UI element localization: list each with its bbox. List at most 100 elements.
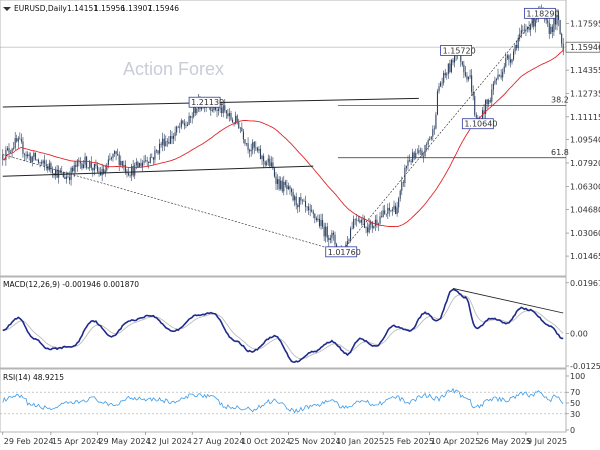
candle-body xyxy=(255,147,257,149)
candle-body xyxy=(325,226,327,237)
candle-body xyxy=(534,20,536,27)
candle-body xyxy=(390,210,392,212)
candle-body xyxy=(107,159,109,166)
macd-panel: MACD(12,26,9) -0.001946 0.001870 0.01967… xyxy=(0,276,600,371)
symbol-title: EURUSD,Daily xyxy=(14,4,67,13)
rsi-plot-frame xyxy=(0,368,567,433)
candle-body xyxy=(376,219,378,226)
candle-body xyxy=(23,153,26,155)
candle-body xyxy=(360,220,362,223)
candle-body xyxy=(331,232,333,239)
candle-body xyxy=(297,205,299,208)
candle-body xyxy=(346,241,348,245)
candle-body xyxy=(283,181,285,192)
candle-body xyxy=(56,169,58,178)
candle-body xyxy=(497,74,499,79)
price-annotation-label: 1.01760 xyxy=(328,248,361,257)
x-tick-label: 10 Jan 2025 xyxy=(336,437,384,446)
candle-body xyxy=(169,136,171,144)
candle-body xyxy=(134,165,136,176)
candle-body xyxy=(559,20,561,34)
macd-trend-line xyxy=(452,288,564,314)
candle-body xyxy=(95,163,97,166)
x-tick-label: 29 Feb 2024 xyxy=(4,437,54,446)
candle-body xyxy=(253,142,255,148)
candle-body xyxy=(438,86,440,92)
candle-body xyxy=(514,45,516,52)
candle-body xyxy=(190,116,192,118)
candle-body xyxy=(185,125,187,126)
candle-body xyxy=(430,136,432,139)
price-annotation-box xyxy=(325,246,358,258)
candle-body xyxy=(166,141,168,142)
candle-body xyxy=(231,119,234,123)
candle-body xyxy=(90,161,92,169)
candle-body xyxy=(146,160,148,162)
candle-body xyxy=(426,144,428,146)
candle-body xyxy=(395,205,397,214)
candle-body xyxy=(452,59,454,63)
candle-body xyxy=(8,148,10,153)
candle-body xyxy=(263,155,265,162)
candle-body xyxy=(100,171,102,176)
y-tick-label: 1.03060 xyxy=(570,229,600,238)
candle-body xyxy=(295,196,297,206)
candle-body xyxy=(67,176,69,178)
candle-body xyxy=(34,152,36,160)
candle-body xyxy=(45,164,47,166)
fib-level-label: 38.2 xyxy=(551,96,569,105)
candle-body xyxy=(466,75,468,80)
candle-body xyxy=(413,152,415,158)
candle-body xyxy=(356,219,358,221)
candle-body xyxy=(421,150,423,157)
candle-body xyxy=(284,181,286,185)
candle-body xyxy=(512,51,515,60)
ohlc-low: 1.13907 xyxy=(121,4,152,13)
candle-body xyxy=(365,227,367,229)
candle-body xyxy=(112,153,114,158)
candle-body xyxy=(387,207,389,214)
candle-body xyxy=(519,33,521,38)
candle-body xyxy=(554,17,557,25)
candle-body xyxy=(211,110,213,111)
candle-body xyxy=(511,59,513,63)
candle-body xyxy=(481,110,484,125)
candle-body xyxy=(553,17,555,33)
candle-body xyxy=(244,139,246,144)
candle-body xyxy=(502,71,504,78)
collapse-triangle-icon[interactable] xyxy=(3,7,11,11)
candle-body xyxy=(373,225,375,229)
candle-body xyxy=(79,161,81,164)
candle-body xyxy=(75,165,77,167)
candle-body xyxy=(550,26,552,34)
candle-body xyxy=(402,182,404,184)
candle-body xyxy=(494,80,496,84)
candle-body xyxy=(110,157,113,159)
candle-body xyxy=(120,160,122,166)
candle-body xyxy=(401,182,403,191)
y-tick-label: 1.06300 xyxy=(570,182,600,191)
candle-body xyxy=(485,99,487,115)
candle-body xyxy=(393,205,395,210)
candle-body xyxy=(368,224,370,233)
candle-body xyxy=(210,105,212,111)
candle-body xyxy=(221,107,223,114)
candle-body xyxy=(379,216,381,224)
price-annotation-label: 1.15720 xyxy=(443,46,476,55)
candle-body xyxy=(61,172,63,173)
candle-body xyxy=(27,154,29,157)
watermark: Action Forex xyxy=(123,59,224,79)
candle-body xyxy=(193,106,195,117)
candle-body xyxy=(384,210,386,214)
candle-body xyxy=(182,120,184,124)
candle-body xyxy=(416,152,418,154)
candle-body xyxy=(326,226,328,238)
candle-body xyxy=(467,76,470,80)
candle-body xyxy=(491,89,493,102)
candle-body xyxy=(245,143,248,144)
candle-body xyxy=(230,113,232,120)
candle-body xyxy=(14,138,16,148)
macd-plot-frame xyxy=(0,276,567,369)
candle-body xyxy=(137,162,139,168)
candle-body xyxy=(151,157,153,158)
